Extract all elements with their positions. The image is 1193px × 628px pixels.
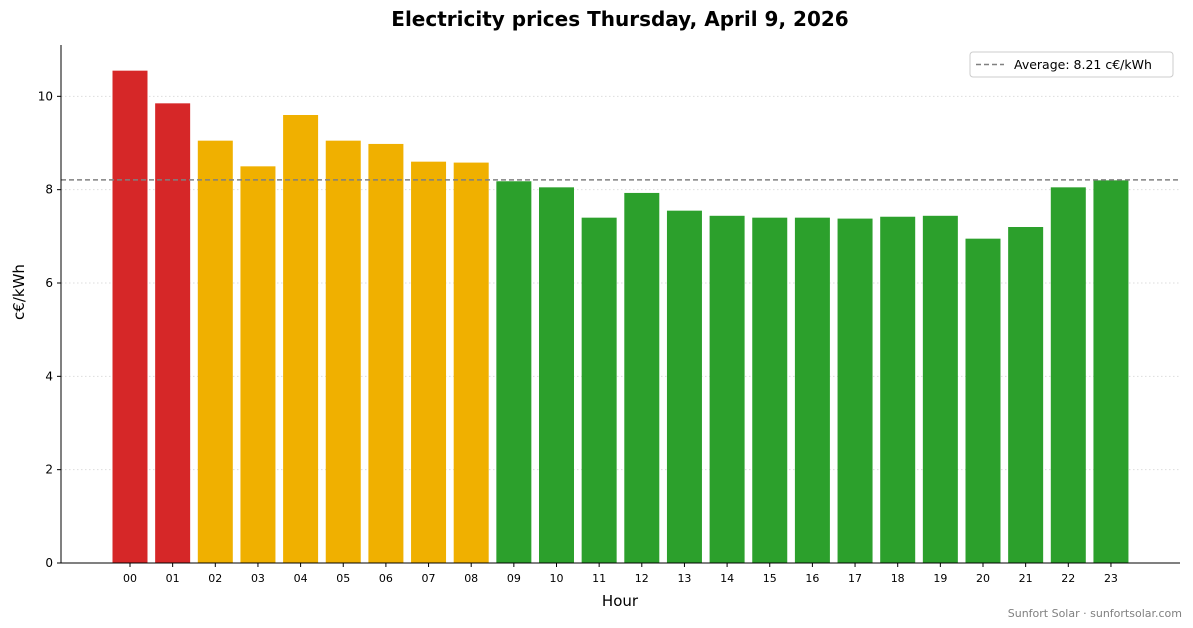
y-ticks: 0 2 4 6 8 10 [38, 89, 61, 570]
x-tick-label: 01 [166, 572, 180, 585]
x-tick-label: 09 [507, 572, 521, 585]
x-tick-label: 03 [251, 572, 265, 585]
x-tick-label: 11 [592, 572, 606, 585]
x-tick-label: 00 [123, 572, 137, 585]
bars [112, 70, 1129, 564]
bar-hour-05 [325, 140, 361, 563]
bar-hour-07 [411, 161, 447, 563]
bar-hour-13 [666, 210, 702, 563]
x-tick-label: 22 [1061, 572, 1075, 585]
x-tick-label: 14 [720, 572, 734, 585]
y-axis-label: c€/kWh [10, 264, 28, 320]
bar-hour-21 [1008, 227, 1044, 563]
y-tick-label: 6 [45, 276, 53, 290]
legend-label: Average: 8.21 c€/kWh [1014, 57, 1152, 72]
x-tick-label: 02 [208, 572, 222, 585]
y-tick-label: 10 [38, 89, 53, 103]
bar-hour-22 [1050, 187, 1086, 564]
legend: Average: 8.21 c€/kWh [969, 51, 1174, 78]
bar-hour-08 [453, 162, 489, 563]
x-tick-label: 06 [379, 572, 393, 585]
x-tick-label: 05 [336, 572, 350, 585]
x-tick-label: 08 [464, 572, 478, 585]
x-tick-label: 17 [848, 572, 862, 585]
bar-hour-15 [752, 217, 788, 563]
bar-hour-04 [283, 115, 319, 563]
x-tick-label: 10 [550, 572, 564, 585]
x-ticks: 00 01 02 03 04 05 06 07 08 09 10 11 12 13 14 15 16 17 18 19… [123, 563, 1118, 585]
bar-hour-20 [965, 238, 1001, 563]
bar-hour-01 [155, 103, 191, 563]
bar-hour-14 [709, 215, 745, 564]
chart-title: Electricity prices Thursday, April 9, 20… [391, 7, 848, 31]
x-tick-label: 20 [976, 572, 990, 585]
x-tick-label: 07 [422, 572, 436, 585]
x-tick-label: 15 [763, 572, 777, 585]
y-tick-label: 2 [45, 463, 53, 477]
x-tick-label: 04 [294, 572, 308, 585]
bar-hour-17 [837, 218, 873, 563]
y-tick-label: 8 [45, 183, 53, 197]
bar-hour-23 [1093, 180, 1129, 564]
y-tick-label: 4 [45, 369, 53, 383]
x-tick-label: 13 [677, 572, 691, 585]
axes [60, 45, 1180, 564]
bar-hour-18 [880, 216, 916, 563]
x-tick-label: 21 [1019, 572, 1033, 585]
bar-hour-02 [197, 140, 233, 563]
bar-hour-00 [112, 70, 148, 564]
x-tick-label: 12 [635, 572, 649, 585]
legend-box [969, 51, 1174, 78]
bar-hour-06 [368, 143, 404, 563]
x-tick-label: 16 [805, 572, 819, 585]
footer-credit: Sunfort Solar · sunfortsolar.com [1008, 607, 1182, 620]
x-tick-label: 23 [1104, 572, 1118, 585]
x-tick-label: 19 [933, 572, 947, 585]
y-tick-label: 0 [45, 556, 53, 570]
x-tick-label: 18 [891, 572, 905, 585]
bar-hour-09 [496, 181, 532, 563]
bar-hour-12 [624, 192, 660, 563]
bar-hour-11 [581, 217, 617, 563]
bar-hour-19 [922, 215, 958, 564]
x-axis-label: Hour [602, 592, 639, 610]
bar-hour-16 [794, 217, 830, 563]
bar-hour-10 [539, 187, 574, 564]
bar-hour-03 [240, 166, 276, 564]
